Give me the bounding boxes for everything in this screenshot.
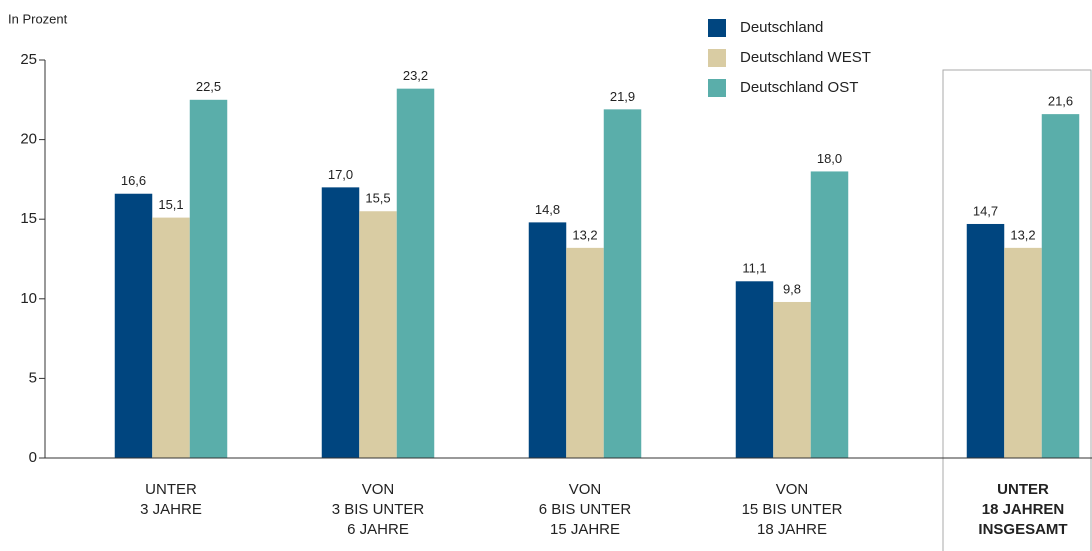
- bar: [528, 222, 567, 458]
- x-tick-line: INSGESAMT: [978, 521, 1067, 538]
- x-tick-line: 3 JAHRE: [140, 501, 202, 518]
- x-tick-label: VON 15 BIS UNTER 18 JAHRE: [742, 481, 843, 538]
- legend-label: Deutschland: [740, 19, 823, 36]
- x-tick-line: VON: [776, 481, 809, 498]
- bar: [773, 301, 811, 458]
- x-tick-line: 18 JAHRE: [757, 521, 827, 538]
- x-tick-label: UNTER 18 JAHREN INSGESAMT: [978, 481, 1067, 538]
- bar: [735, 281, 774, 458]
- bar: [966, 223, 1005, 458]
- y-tick-label: 25: [20, 51, 37, 68]
- y-tick-label: 15: [20, 210, 37, 227]
- x-tick-line: VON: [362, 481, 395, 498]
- bar: [1004, 247, 1042, 458]
- y-tick-label: 20: [20, 131, 37, 148]
- legend-swatch: [708, 19, 726, 37]
- value-label: 16,6: [121, 173, 146, 188]
- legend-label: Deutschland WEST: [740, 49, 871, 66]
- x-tick-line: UNTER: [997, 481, 1049, 498]
- y-tick-label: 0: [29, 449, 37, 466]
- x-tick-label: VON 6 BIS UNTER 15 JAHRE: [539, 481, 632, 538]
- value-label: 13,2: [572, 227, 597, 242]
- x-tick-line: 18 JAHREN: [982, 501, 1065, 518]
- bar: [1041, 114, 1080, 459]
- legend-label: Deutschland OST: [740, 79, 858, 96]
- y-tick-label: 10: [20, 290, 37, 307]
- x-tick-line: VON: [569, 481, 602, 498]
- x-tick-line: 15 JAHRE: [550, 521, 620, 538]
- value-label: 17,0: [328, 167, 353, 182]
- x-tick-line: 6 BIS UNTER: [539, 501, 632, 518]
- x-tick-label: VON 3 BIS UNTER 6 JAHRE: [332, 481, 425, 538]
- bar: [189, 99, 228, 459]
- value-label: 9,8: [783, 281, 801, 296]
- bar: [603, 109, 642, 459]
- bar: [566, 247, 604, 458]
- value-label: 15,5: [365, 191, 390, 206]
- bar: [359, 211, 397, 458]
- x-tick-line: UNTER: [145, 481, 197, 498]
- legend-swatch: [708, 79, 726, 97]
- value-label: 13,2: [1010, 227, 1035, 242]
- value-label: 15,1: [158, 197, 183, 212]
- x-tick-line: 3 BIS UNTER: [332, 501, 425, 518]
- bar: [396, 88, 435, 458]
- value-label: 21,9: [610, 89, 635, 104]
- bar: [152, 217, 190, 458]
- value-label: 11,1: [742, 261, 766, 276]
- bar: [321, 187, 360, 459]
- value-label: 22,5: [196, 79, 221, 94]
- value-label: 18,0: [817, 151, 842, 166]
- bar: [810, 171, 849, 458]
- y-axis-label: In Prozent: [8, 11, 68, 26]
- value-label: 21,6: [1048, 94, 1073, 109]
- x-tick-label: UNTER 3 JAHRE: [140, 481, 202, 518]
- y-tick-label: 5: [29, 369, 37, 386]
- x-tick-line: 6 JAHRE: [347, 521, 409, 538]
- bar: [114, 193, 153, 458]
- value-label: 23,2: [403, 68, 428, 83]
- legend-swatch: [708, 49, 726, 67]
- x-tick-line: 15 BIS UNTER: [742, 501, 843, 518]
- value-label: 14,8: [535, 202, 560, 217]
- value-label: 14,7: [973, 203, 998, 218]
